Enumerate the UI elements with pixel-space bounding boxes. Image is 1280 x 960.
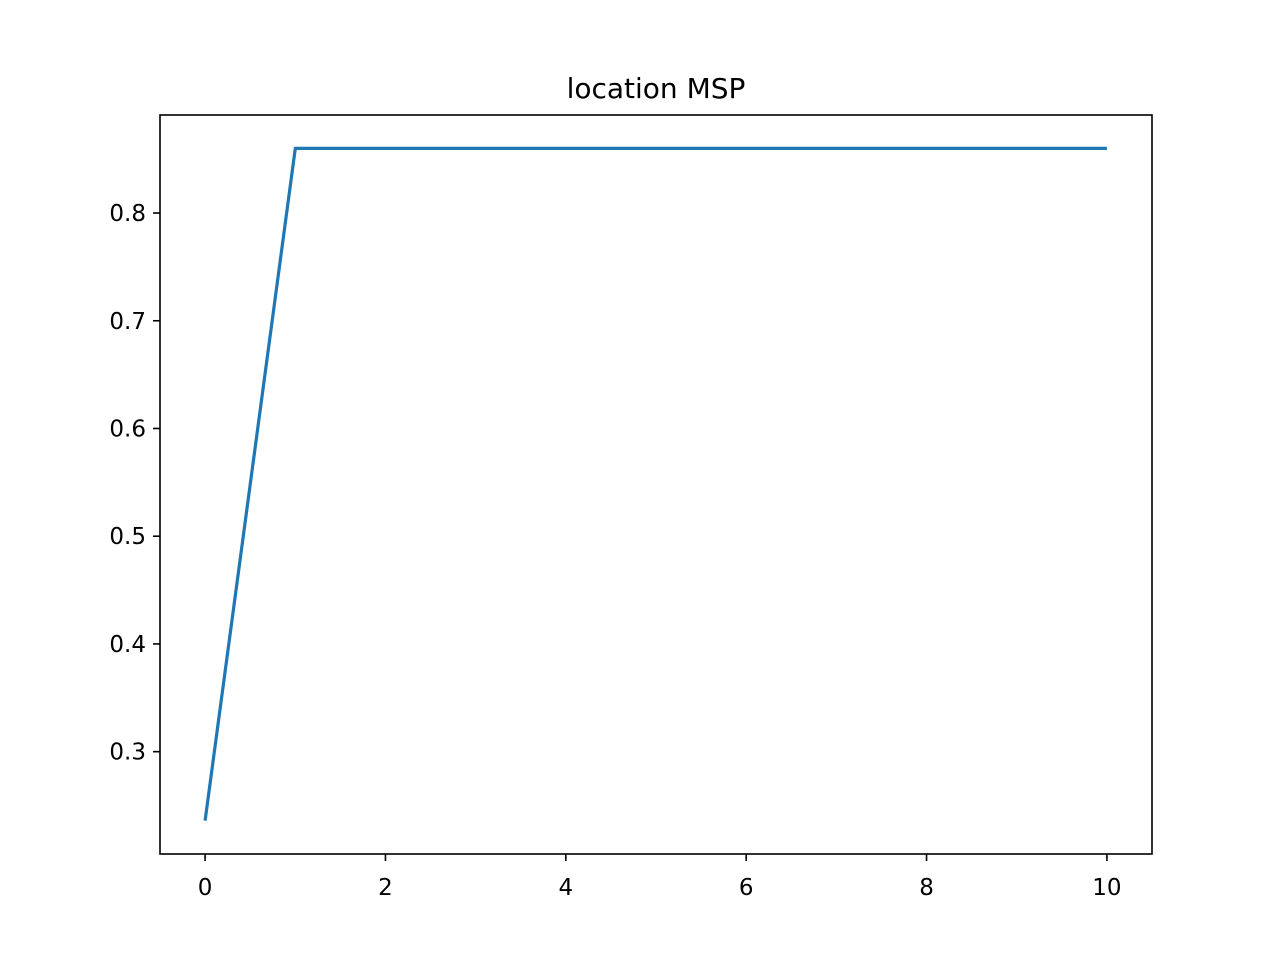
x-tick-label: 6 bbox=[739, 875, 754, 901]
chart-title: location MSP bbox=[567, 72, 746, 105]
y-tick-label: 0.6 bbox=[109, 416, 146, 442]
x-tick-label: 0 bbox=[198, 875, 213, 901]
series-line bbox=[203, 146, 1107, 821]
x-tick-label: 10 bbox=[1092, 875, 1121, 901]
y-tick-label: 0.3 bbox=[109, 740, 146, 766]
x-axis: 0 2 4 6 8 10 bbox=[198, 854, 1122, 901]
y-tick-label: 0.4 bbox=[109, 632, 146, 658]
x-tick-label: 2 bbox=[378, 875, 393, 901]
y-tick-label: 0.5 bbox=[109, 524, 146, 550]
y-axis: 0.3 0.4 0.5 0.6 0.7 0.8 bbox=[109, 201, 160, 766]
y-tick-label: 0.7 bbox=[109, 309, 146, 335]
series-layer bbox=[203, 146, 1107, 821]
x-tick-label: 4 bbox=[558, 875, 573, 901]
x-tick-label: 8 bbox=[919, 875, 934, 901]
plot-area-frame bbox=[159, 114, 1153, 855]
y-tick-label: 0.8 bbox=[109, 201, 146, 227]
